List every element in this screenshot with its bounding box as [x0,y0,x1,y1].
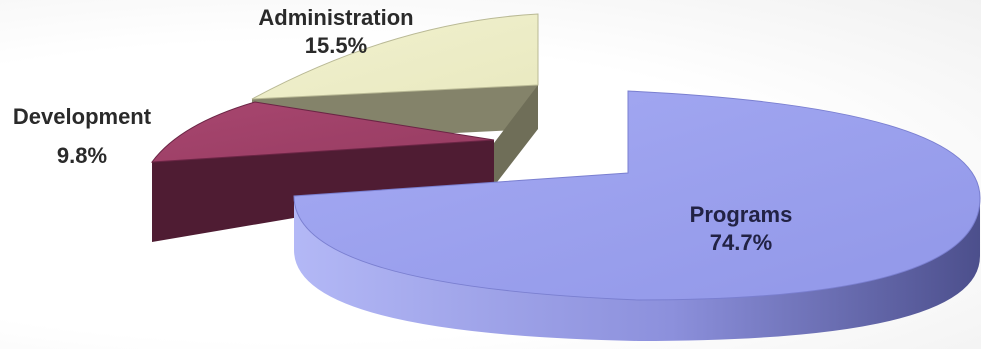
slice-programs-side [294,196,980,341]
slice-administration-top [251,13,539,100]
slice-administration-front-wall [494,85,538,186]
slice-programs [293,90,981,341]
slice-development-top [150,101,495,163]
label-programs-name: Programs [690,202,793,227]
label-development-value: 9.8% [57,143,107,168]
slice-development-side [152,140,494,242]
label-administration-value: 15.5% [305,33,367,58]
label-administration-name: Administration [258,5,413,30]
slice-development [150,101,495,242]
label-development-name: Development [13,104,152,129]
label-programs-value: 74.7% [710,230,772,255]
slice-programs-top [293,90,981,301]
